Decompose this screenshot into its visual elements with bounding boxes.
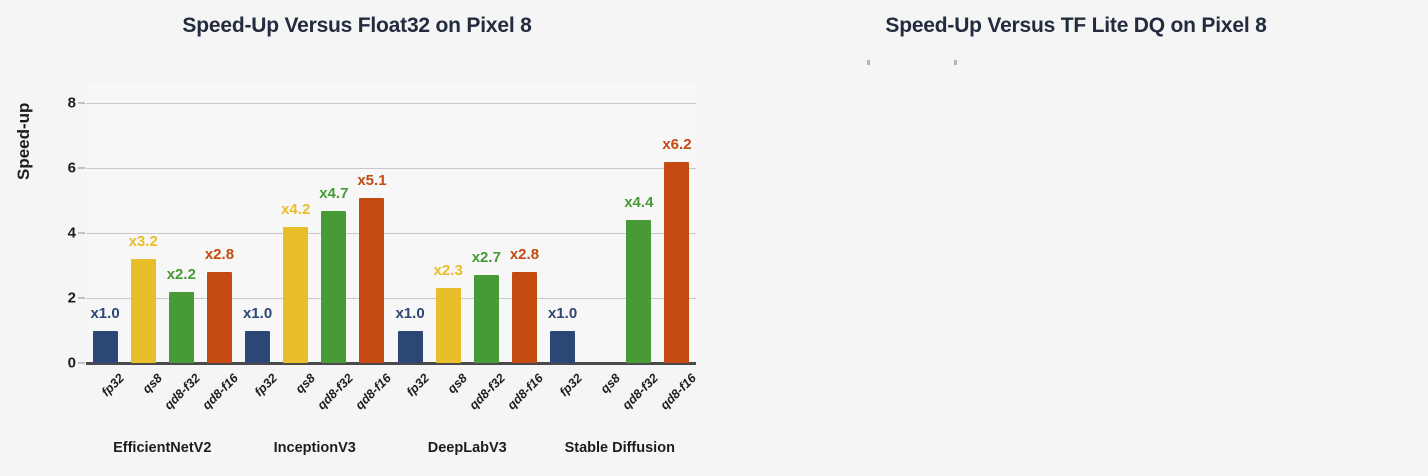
bar [359,197,385,363]
bar-value-label: x5.1 [357,171,387,189]
chart-panel-tflite-dq: Speed-Up Versus TF Lite DQ on Pixel 8 0.… [714,0,1428,476]
bar-value-label: x2.8 [509,246,540,264]
stray-marker-dot-1 [867,60,870,65]
gridline [86,233,696,235]
bar-value-label: x1.0 [242,304,273,322]
y-tick-mark [78,297,85,299]
gridline [86,298,696,300]
bar [435,288,461,363]
bar-value-label: x2.2 [166,265,196,283]
bar-value-label: x2.8 [204,246,235,264]
bar-value-label: x1.0 [547,304,578,322]
bar [550,330,576,363]
group-label: Stable Diffusion [564,440,675,456]
y-tick-label: 0 [67,354,76,372]
bar-value-label: x2.7 [471,249,501,267]
bar [664,161,690,363]
bar [626,220,652,363]
plot-area-left: 0 2 4 6 8 x1.0 x3.2 x2.2 x2.8 x1.0 x4.2 x4.7 x5.1 x1.… [68,84,696,372]
chart-title-right: Speed-Up Versus TF Lite DQ on Pixel 8 [885,14,1267,37]
group-label: DeepLabV3 [427,440,507,456]
bar [511,272,537,363]
bar [283,226,309,363]
y-tick-label: 8 [67,94,76,112]
group-label: InceptionV3 [273,440,356,456]
bar-value-label: x6.2 [662,135,692,153]
stray-marker-dot-2 [954,60,957,65]
y-axis-label-left: Speed-up [14,102,33,180]
bar-value-label: x1.0 [395,304,425,322]
bar [245,330,271,363]
y-tick-mark [78,102,85,104]
y-tick-label: 2 [67,289,76,307]
bar [397,330,423,363]
y-tick-mark [78,232,85,234]
bar [321,210,347,363]
bar-value-label: x4.2 [281,200,311,218]
gridline [86,103,696,105]
chart-panel-float32: Speed-Up Versus Float32 on Pixel 8 Speed… [14,14,699,456]
bar-value-label: x1.0 [90,304,120,322]
bar [473,275,499,363]
bar [92,330,118,363]
bar [168,291,194,363]
bar-value-label: x2.3 [433,262,463,280]
group-label: EfficientNetV2 [113,440,212,456]
chart-title-left: Speed-Up Versus Float32 on Pixel 8 [182,14,532,37]
bar [130,259,156,363]
bar-value-label: x4.4 [624,194,654,212]
bar-value-label: x4.7 [319,184,349,202]
y-tick-mark [78,362,85,364]
x-axis-baseline-left [86,362,696,365]
bar [206,272,232,363]
y-tick-mark [78,167,85,169]
gridline [86,168,696,170]
y-tick-label: 4 [67,224,76,242]
y-tick-label: 6 [67,159,76,177]
bar-value-label: x3.2 [128,233,158,251]
